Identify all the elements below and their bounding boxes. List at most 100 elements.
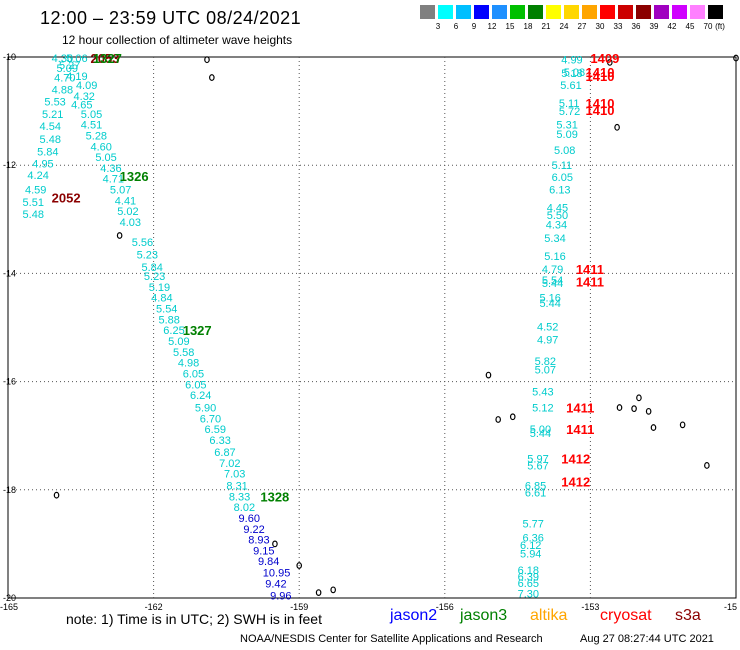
wave-height-value: 5.23: [137, 249, 158, 261]
pass-number-label: 1327: [183, 323, 212, 338]
wave-height-value: 5.21: [42, 109, 63, 121]
wave-height-value: 5.56: [132, 237, 153, 249]
wave-height-value: 5.67: [527, 460, 548, 472]
color-swatch: [654, 5, 669, 19]
wave-height-value: 5.44: [542, 278, 563, 290]
legend-s3a: s3a: [675, 607, 701, 624]
wave-height-value: 4.45: [547, 202, 568, 214]
wave-height-value: 9.42: [265, 578, 286, 590]
island-outline: [616, 404, 623, 411]
color-scale-tick: 6: [453, 22, 459, 31]
wave-height-value: 5.61: [560, 80, 581, 92]
island-outline: [607, 59, 613, 66]
color-scale-tick: 12: [487, 22, 497, 31]
island-outline: [204, 56, 210, 64]
wave-height-value: 5.77: [522, 518, 543, 530]
wave-height-value: 6.05: [183, 368, 204, 380]
pass-number-label: 2053: [91, 51, 120, 66]
wave-height-value: 6.70: [200, 413, 221, 425]
color-swatch: [438, 5, 453, 19]
island-outline: [53, 491, 60, 499]
wave-height-value: 6.24: [190, 390, 211, 402]
legend-jason3: jason3: [460, 607, 508, 624]
altimeter-tracks: 4.305.065.095.274.194.704.094.884.325.53…: [23, 53, 586, 602]
wave-height-value: 5.28: [86, 130, 107, 142]
island-outline: [509, 413, 516, 421]
wave-height-value: 6.05: [185, 379, 206, 391]
wave-height-value: 4.32: [74, 91, 95, 103]
wave-height-value: 5.48: [40, 134, 61, 146]
pass-number-label: 1327: [93, 51, 122, 66]
color-scale-tick: 45: [685, 22, 695, 31]
wave-height-value: 5.16: [539, 293, 560, 305]
wave-height-value: 6.13: [549, 185, 570, 197]
color-scale-tick: 3: [435, 22, 441, 31]
pass-number-label: 1411: [566, 422, 594, 437]
wave-height-value: 6.65: [518, 578, 539, 590]
color-swatch: [420, 5, 435, 19]
wave-height-value: 5.09: [168, 336, 189, 348]
wave-height-value: 5.07: [535, 365, 556, 377]
color-swatch: [492, 5, 507, 19]
map-frame: [7, 56, 737, 599]
pass-number-label: 1410: [586, 96, 615, 111]
wave-height-value: 5.48: [23, 209, 44, 221]
color-scale-tick: 15: [505, 22, 515, 31]
wave-height-value: 6.05: [552, 172, 573, 184]
wave-height-value: 4.54: [40, 121, 61, 133]
color-scale-tick: 18: [523, 22, 533, 31]
island-outline: [296, 562, 303, 569]
wave-height-value: 5.12: [532, 403, 553, 415]
wave-height-value: 4.99: [561, 55, 582, 67]
wave-height-value: 4.98: [178, 358, 199, 370]
wave-height-value: 5.09: [57, 63, 78, 75]
wave-height-value: 8.31: [226, 480, 247, 492]
wave-height-value: 4.34: [546, 220, 567, 232]
pass-number-label: 2052: [52, 191, 81, 206]
wave-height-value: 5.02: [117, 206, 138, 218]
longitude-tick-label: -153: [581, 602, 599, 612]
grid-lines: [7, 56, 737, 599]
color-scale-unit: (ft): [715, 22, 725, 31]
wave-height-value: 5.08: [564, 67, 585, 79]
color-scale-tick: 42: [667, 22, 677, 31]
island-outline: [315, 589, 322, 596]
color-scale-tick: 36: [631, 22, 641, 31]
wave-height-value: 4.36: [100, 163, 121, 175]
wave-height-value: 5.31: [556, 120, 577, 132]
wave-height-value: 5.16: [544, 251, 565, 263]
wave-height-value: 5.43: [532, 386, 553, 398]
color-swatch: [528, 5, 543, 19]
color-swatch: [456, 5, 471, 19]
wave-height-value: 4.30: [52, 53, 73, 65]
pass-number-label: 1411: [566, 401, 594, 416]
pass-number-label: 1411: [576, 262, 604, 277]
color-scale-tick: 21: [541, 22, 551, 31]
wave-height-value: 6.39: [518, 571, 539, 583]
color-scale-tick: 39: [649, 22, 659, 31]
color-swatch: [582, 5, 597, 19]
wave-height-value: 5.54: [542, 275, 563, 287]
wave-height-value: 5.82: [535, 356, 556, 368]
wave-height-value: 8.93: [248, 535, 269, 547]
wave-height-value: 9.60: [239, 513, 260, 525]
wave-height-value: 5.54: [156, 304, 177, 316]
wave-height-value: 5.90: [195, 403, 216, 415]
wave-height-value: 6.33: [209, 435, 230, 447]
credit-line: NOAA/NESDIS Center for Satellite Applica…: [240, 633, 543, 645]
wave-height-value: 6.18: [518, 565, 539, 577]
wave-height-value: 7.03: [224, 469, 245, 481]
wave-height-value: 4.41: [115, 195, 136, 207]
island-outline: [495, 416, 501, 423]
wave-height-value: 9.84: [258, 556, 279, 568]
wave-height-value: 5.94: [520, 549, 541, 561]
color-scale-tick: 9: [471, 22, 477, 31]
island-outline: [631, 405, 637, 413]
wave-height-value: 6.85: [525, 480, 546, 492]
wave-height-value: 7.02: [219, 458, 240, 470]
legend-altika: altika: [530, 607, 568, 624]
island-outline: [650, 424, 657, 431]
wave-height-value: 5.09: [556, 129, 577, 141]
color-scale-tick: 70: [703, 22, 713, 31]
